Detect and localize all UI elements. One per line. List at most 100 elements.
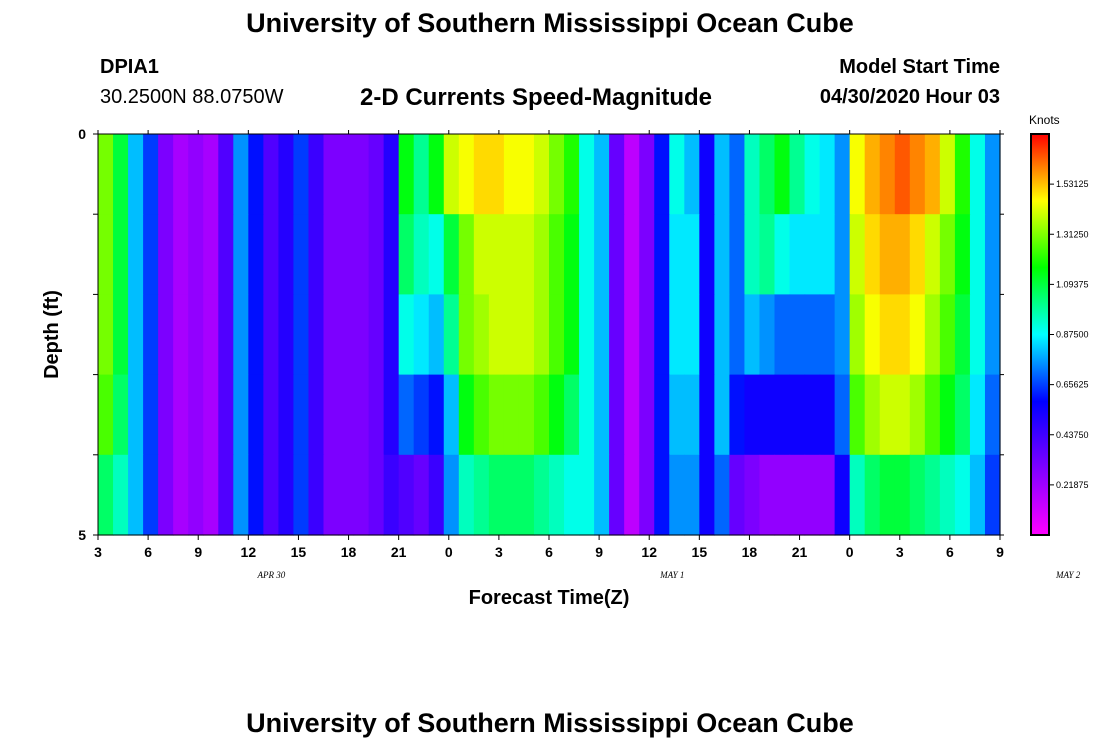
heatmap-cell: [503, 454, 520, 536]
heatmap-cell: [443, 454, 460, 536]
heatmap-cell: [233, 454, 249, 536]
heatmap-cell: [954, 454, 971, 536]
heatmap-cell: [804, 454, 821, 536]
heatmap-cell: [654, 294, 670, 376]
heatmap-cell: [639, 134, 655, 215]
heatmap-cell: [398, 294, 415, 376]
heatmap-cell: [849, 294, 866, 376]
heatmap-cell: [699, 454, 715, 536]
heatmap-cell: [774, 134, 791, 215]
heatmap-cell: [248, 134, 264, 215]
heatmap-cell: [533, 454, 550, 536]
heatmap-cell: [669, 374, 685, 456]
heatmap-cell: [413, 454, 430, 536]
heatmap-cell: [894, 214, 911, 295]
heatmap-cell: [924, 454, 941, 536]
date-label: MAY 2: [1055, 570, 1081, 580]
x-tick-label: 18: [742, 544, 758, 560]
heatmap-cell: [549, 294, 565, 376]
heatmap-cell: [188, 374, 204, 456]
heatmap-cell: [654, 134, 670, 215]
heatmap-cell: [503, 294, 520, 376]
heatmap-cell: [143, 294, 159, 376]
heatmap-cell: [323, 214, 340, 295]
heatmap-cell: [428, 294, 445, 376]
heatmap-cell: [954, 214, 971, 295]
y-tick-label: 0: [78, 126, 86, 142]
heatmap-cell: [398, 214, 415, 295]
heatmap-cell: [398, 134, 415, 215]
heatmap-cell: [293, 374, 310, 456]
heatmap-cell: [864, 134, 881, 215]
heatmap-cell: [969, 374, 986, 456]
heatmap-cell: [609, 134, 625, 215]
colorbar-tick-label: 1.31250: [1056, 229, 1089, 239]
x-axis-title: Forecast Time(Z): [469, 587, 630, 609]
heatmap-cell: [248, 454, 264, 536]
x-tick-label: 12: [241, 544, 257, 560]
heatmap-cell: [308, 134, 325, 215]
heatmap-cell: [308, 374, 325, 456]
heatmap-cell: [278, 294, 295, 376]
heatmap-cell: [819, 134, 836, 215]
x-tick-label: 6: [144, 544, 152, 560]
heatmap-cell: [128, 134, 144, 215]
heatmap-cell: [188, 294, 204, 376]
x-tick-label: 12: [641, 544, 657, 560]
heatmap-cell: [278, 454, 295, 536]
date-label: APR 30: [257, 570, 286, 580]
heatmap-cell: [714, 454, 730, 536]
heatmap-cell: [549, 214, 565, 295]
heatmap-cell: [143, 214, 159, 295]
heatmap-cell: [353, 214, 370, 295]
x-tick-label: 9: [194, 544, 202, 560]
x-tick-label: 21: [792, 544, 808, 560]
heatmap-cell: [744, 454, 761, 536]
heatmap-cell: [503, 214, 520, 295]
heatmap-cell: [263, 214, 279, 295]
axes: 3 6 9 12 15 18 21 0 3 6 9 12 15 18 21 0 3 6 9 APR 30 MAY 1 MA…: [78, 126, 1081, 580]
x-tick-label: 9: [595, 544, 603, 560]
heatmap-cell: [293, 214, 310, 295]
heatmap-cell: [594, 454, 610, 536]
heatmap-cell: [248, 374, 264, 456]
heatmap-cell: [428, 134, 445, 215]
heatmap-cell: [143, 134, 159, 215]
heatmap-cell: [308, 214, 325, 295]
heatmap-cell: [218, 294, 234, 376]
heatmap-cell: [684, 374, 700, 456]
heatmap-cell: [579, 454, 595, 536]
heatmap-cell: [113, 134, 129, 215]
heatmap-cell: [714, 294, 730, 376]
heatmap-cell: [789, 454, 806, 536]
heatmap-cell: [774, 374, 791, 456]
x-tick-label: 6: [946, 544, 954, 560]
heatmap-cell: [639, 454, 655, 536]
heatmap-cell: [729, 214, 746, 295]
heatmap-cell: [428, 454, 445, 536]
heatmap-cell: [684, 214, 700, 295]
heatmap-cell: [353, 134, 370, 215]
heatmap-cell: [954, 294, 971, 376]
heatmap-cell: [594, 134, 610, 215]
heatmap-cell: [639, 374, 655, 456]
heatmap-cell: [278, 214, 295, 295]
heatmap-cell: [173, 294, 189, 376]
heatmap-cell: [293, 134, 310, 215]
heatmap-cell: [113, 374, 129, 456]
heatmap-cell: [338, 294, 355, 376]
heatmap-cell: [699, 134, 715, 215]
heatmap-cell: [909, 134, 926, 215]
heatmap-cell: [819, 454, 836, 536]
heatmap-cell: [533, 374, 550, 456]
x-tick-label: 3: [495, 544, 503, 560]
colorbar: Knots 0.21875 0.43750 0.65625 0.87500 1.0937…: [1029, 113, 1089, 536]
heatmap-cell: [143, 374, 159, 456]
x-tick-label: 3: [94, 544, 102, 560]
y-axis-title: Depth (ft): [41, 290, 63, 379]
heatmap-cell: [729, 374, 746, 456]
heatmap-cell: [909, 214, 926, 295]
heatmap-cell: [864, 454, 881, 536]
heatmap-cell: [609, 294, 625, 376]
heatmap-cell: [564, 214, 580, 295]
